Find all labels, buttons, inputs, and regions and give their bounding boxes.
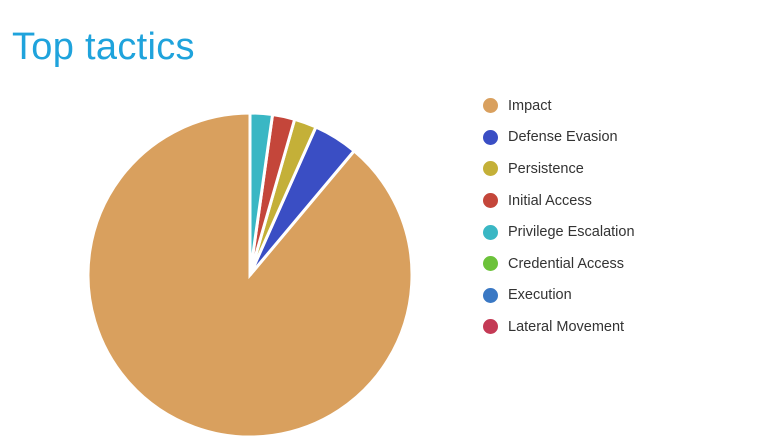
legend-item[interactable]: Execution xyxy=(483,280,635,312)
legend-item[interactable]: Privilege Escalation xyxy=(483,216,635,248)
legend-marker xyxy=(483,161,498,177)
legend-label: Defense Evasion xyxy=(508,129,618,146)
legend-marker xyxy=(483,287,498,303)
chart-title: Top tactics xyxy=(12,26,195,68)
legend-label: Persistence xyxy=(508,160,584,177)
legend-label: Execution xyxy=(508,287,572,304)
legend: Impact Defense Evasion Persistence Initial … xyxy=(483,90,635,343)
legend-item[interactable]: Lateral Movement xyxy=(483,311,635,343)
legend-item[interactable]: Initial Access xyxy=(483,185,635,217)
legend-label: Lateral Movement xyxy=(508,318,625,335)
legend-marker xyxy=(483,193,498,209)
legend-marker xyxy=(483,98,498,114)
legend-item[interactable]: Defense Evasion xyxy=(483,122,635,154)
legend-marker xyxy=(483,256,498,272)
legend-marker xyxy=(483,129,498,145)
legend-label: Privilege Escalation xyxy=(508,224,635,241)
legend-label: Impact xyxy=(508,97,552,114)
pie-slice-privilege-escalation[interactable] xyxy=(248,111,275,276)
legend-label: Credential Access xyxy=(508,255,625,272)
legend-marker xyxy=(483,319,498,335)
legend-item[interactable]: Credential Access xyxy=(483,248,635,280)
legend-label: Initial Access xyxy=(508,192,592,209)
legend-item[interactable]: Impact xyxy=(483,90,635,122)
legend-marker xyxy=(483,224,498,240)
legend-item[interactable]: Persistence xyxy=(483,153,635,185)
